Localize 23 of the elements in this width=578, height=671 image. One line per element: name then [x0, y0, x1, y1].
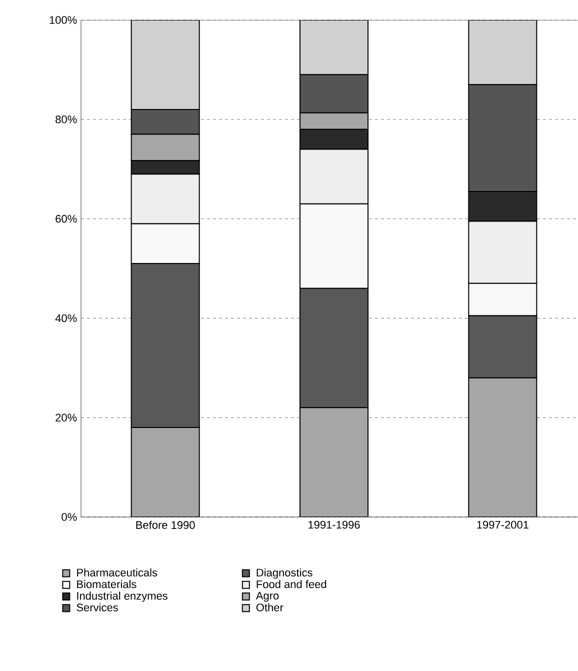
- x-tick-label: Before 1990: [136, 520, 195, 529]
- y-tick-label: 80%: [56, 116, 77, 124]
- bar: [300, 20, 368, 76]
- y-tick-label: 0%: [62, 513, 77, 521]
- legend-label: Biomaterials: [77, 580, 136, 588]
- bar: [468, 377, 538, 517]
- legend-label: Diagnostics: [256, 568, 312, 579]
- legend-label: Industrial enzymes: [77, 592, 168, 602]
- legend-label: Agro: [256, 592, 279, 602]
- legend-label: Services: [76, 603, 118, 612]
- bar: [130, 427, 200, 517]
- x-tick-label: 1997-2001: [477, 520, 528, 529]
- legend-label: Pharmaceuticals: [77, 568, 158, 576]
- y-tick-label: 100%: [50, 16, 77, 24]
- x-tick-label: 1991-1996: [308, 520, 360, 529]
- legend-label: Food and feed: [256, 580, 326, 588]
- bar: [130, 20, 200, 110]
- y-tick-label: 20%: [56, 414, 77, 422]
- y-tick-label: 40%: [55, 314, 77, 322]
- bar: [300, 407, 368, 517]
- legend-label: Other: [256, 603, 284, 612]
- bar: [468, 20, 538, 86]
- y-tick-label: 60%: [56, 214, 77, 223]
